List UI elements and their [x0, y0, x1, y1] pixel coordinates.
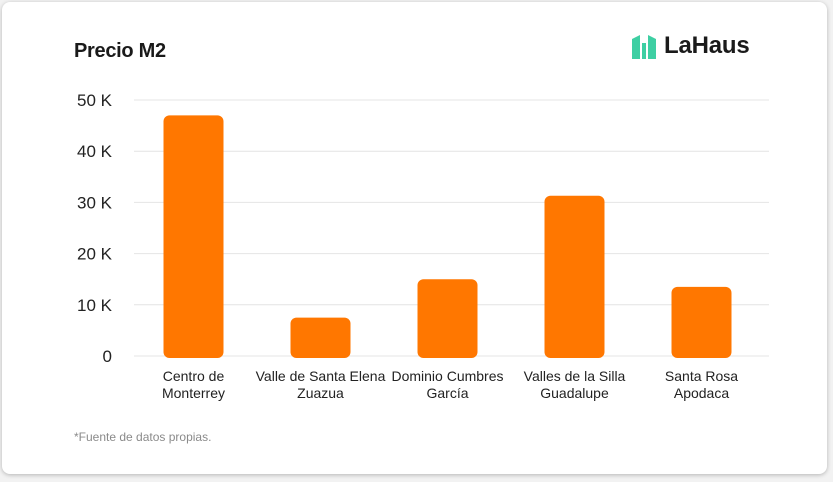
x-category-label: Santa Rosa: [665, 368, 738, 384]
house-logo-icon: [632, 35, 656, 59]
chart-card: Precio M2 LaHaus 0 10 K 20 K 30 K 40 K 50 K Ce…: [2, 2, 827, 474]
x-category-label: Valle de Santa Elena: [256, 368, 386, 384]
x-category-label: Monterrey: [162, 385, 225, 401]
y-tick-label: 20 K: [77, 245, 113, 264]
x-category-label: García: [426, 385, 468, 401]
bar: [290, 317, 351, 358]
x-category-label: Guadalupe: [540, 385, 609, 401]
y-tick-label: 50 K: [77, 91, 113, 110]
chart-title: Precio M2: [74, 40, 166, 62]
bar: [671, 286, 732, 358]
x-category-label: Dominio Cumbres: [391, 368, 503, 384]
bar: [163, 115, 224, 358]
y-tick-label: 0: [103, 347, 112, 366]
x-category-label: Apodaca: [674, 385, 729, 401]
y-tick-label: 40 K: [77, 142, 113, 161]
bar: [544, 195, 605, 358]
data-source-footnote: *Fuente de datos propias.: [74, 430, 212, 444]
y-tick-label: 10 K: [77, 296, 113, 315]
bar: [417, 279, 478, 358]
brand-logo: LaHaus: [632, 32, 750, 60]
y-tick-label: 30 K: [77, 193, 113, 212]
x-category-label: Zuazua: [297, 385, 344, 401]
brand-name: LaHaus: [664, 32, 750, 59]
x-category-label: Valles de la Silla: [524, 368, 626, 384]
x-category-label: Centro de: [163, 368, 225, 384]
